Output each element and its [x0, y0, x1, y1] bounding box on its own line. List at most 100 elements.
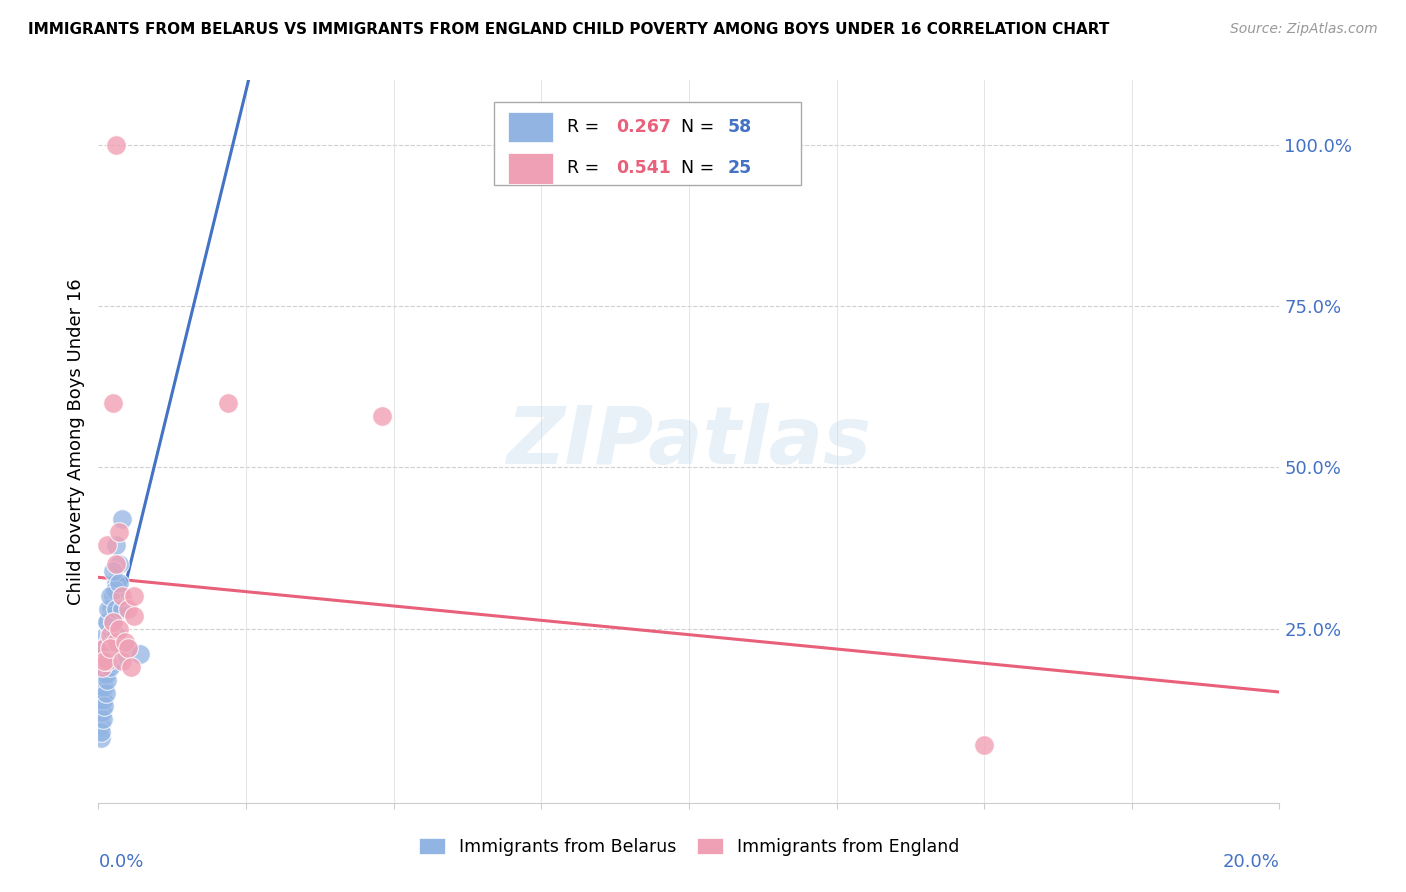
Point	[94, 666, 117, 681]
Point	[117, 602, 139, 616]
Point	[91, 640, 114, 655]
Point	[91, 660, 114, 674]
Text: 0.0%: 0.0%	[98, 854, 143, 871]
FancyBboxPatch shape	[494, 102, 801, 185]
Point	[117, 640, 139, 655]
Point	[96, 654, 118, 668]
Point	[94, 628, 117, 642]
Point	[104, 582, 127, 597]
Point	[103, 615, 125, 630]
Text: 58: 58	[728, 118, 752, 136]
Point	[90, 718, 112, 732]
Point	[91, 706, 114, 720]
Point	[90, 673, 112, 688]
Point	[103, 590, 125, 604]
Point	[96, 673, 118, 688]
Point	[122, 590, 145, 604]
Point	[91, 712, 114, 726]
Point	[93, 666, 115, 681]
Point	[98, 590, 121, 604]
Point	[108, 576, 131, 591]
Point	[91, 680, 114, 694]
Point	[93, 699, 115, 714]
Point	[93, 640, 115, 655]
Point	[105, 557, 128, 571]
Point	[100, 602, 122, 616]
Point	[103, 396, 125, 410]
Point	[111, 590, 134, 604]
Legend: Immigrants from Belarus, Immigrants from England: Immigrants from Belarus, Immigrants from…	[412, 830, 966, 863]
Point	[973, 738, 995, 752]
Point	[103, 615, 125, 630]
Point	[111, 654, 134, 668]
Text: ZIPatlas: ZIPatlas	[506, 402, 872, 481]
Point	[97, 654, 120, 668]
Point	[98, 640, 121, 655]
Point	[94, 666, 117, 681]
FancyBboxPatch shape	[508, 153, 553, 184]
Point	[93, 680, 115, 694]
Point	[90, 699, 112, 714]
Text: 0.541: 0.541	[616, 160, 671, 178]
Point	[105, 137, 128, 152]
Point	[108, 524, 131, 539]
Point	[90, 680, 112, 694]
Point	[93, 654, 115, 668]
Point	[98, 640, 121, 655]
Point	[90, 654, 112, 668]
Point	[91, 692, 114, 706]
Point	[98, 628, 121, 642]
Point	[90, 731, 112, 746]
Point	[93, 692, 115, 706]
Point	[105, 634, 128, 648]
Point	[108, 557, 131, 571]
Text: IMMIGRANTS FROM BELARUS VS IMMIGRANTS FROM ENGLAND CHILD POVERTY AMONG BOYS UNDE: IMMIGRANTS FROM BELARUS VS IMMIGRANTS FR…	[28, 22, 1109, 37]
Point	[97, 602, 120, 616]
Point	[94, 640, 117, 655]
Text: 20.0%: 20.0%	[1223, 854, 1279, 871]
Point	[91, 686, 114, 700]
Point	[105, 628, 128, 642]
Point	[105, 654, 128, 668]
Point	[111, 602, 134, 616]
Point	[117, 640, 139, 655]
Point	[91, 692, 114, 706]
Point	[98, 660, 121, 674]
Point	[120, 660, 142, 674]
Point	[97, 634, 120, 648]
Point	[98, 622, 121, 636]
Point	[91, 706, 114, 720]
Point	[128, 648, 150, 662]
FancyBboxPatch shape	[508, 112, 553, 142]
Text: 25: 25	[728, 160, 752, 178]
Point	[93, 666, 115, 681]
Text: N =: N =	[681, 118, 720, 136]
Point	[105, 538, 128, 552]
Point	[94, 660, 117, 674]
Point	[96, 654, 118, 668]
Point	[98, 640, 121, 655]
Y-axis label: Child Poverty Among Boys Under 16: Child Poverty Among Boys Under 16	[66, 278, 84, 605]
Point	[101, 564, 124, 578]
Point	[94, 686, 117, 700]
Point	[105, 576, 128, 591]
Point	[98, 660, 121, 674]
Point	[96, 615, 118, 630]
Text: R =: R =	[567, 118, 605, 136]
Point	[90, 724, 112, 739]
Point	[96, 538, 118, 552]
Point	[108, 622, 131, 636]
Point	[371, 409, 394, 423]
Text: R =: R =	[567, 160, 605, 178]
Text: Source: ZipAtlas.com: Source: ZipAtlas.com	[1230, 22, 1378, 37]
Point	[96, 615, 118, 630]
Point	[101, 608, 124, 623]
Point	[105, 602, 128, 616]
Point	[114, 634, 136, 648]
Text: N =: N =	[681, 160, 720, 178]
Point	[122, 608, 145, 623]
Point	[217, 396, 239, 410]
Point	[111, 512, 134, 526]
Point	[98, 640, 121, 655]
Text: 0.267: 0.267	[616, 118, 671, 136]
